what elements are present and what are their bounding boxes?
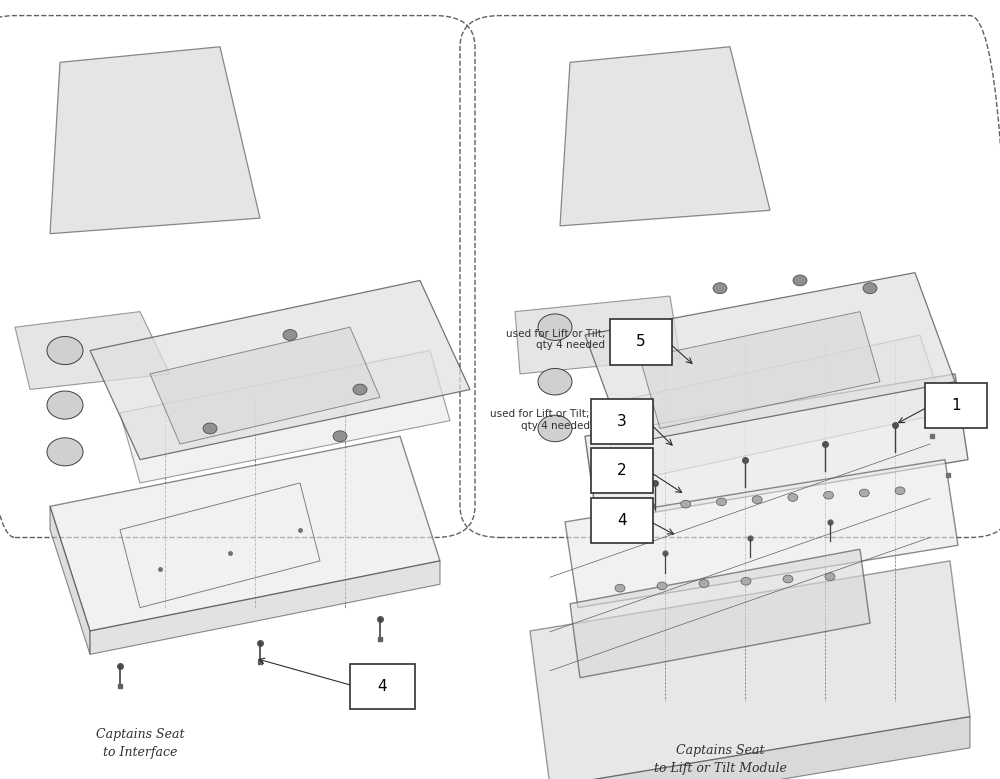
Circle shape xyxy=(825,573,835,580)
Polygon shape xyxy=(600,335,945,483)
Circle shape xyxy=(895,487,905,495)
Circle shape xyxy=(863,283,877,294)
Text: 3: 3 xyxy=(617,414,627,429)
Circle shape xyxy=(752,495,762,503)
Polygon shape xyxy=(585,273,955,444)
Circle shape xyxy=(657,582,667,590)
Polygon shape xyxy=(550,717,970,779)
Circle shape xyxy=(353,384,367,395)
Circle shape xyxy=(741,577,751,585)
Text: used for Lift or Tilt;
qty 4 needed: used for Lift or Tilt; qty 4 needed xyxy=(490,409,590,431)
Polygon shape xyxy=(560,47,770,226)
FancyBboxPatch shape xyxy=(350,664,415,709)
Circle shape xyxy=(47,438,83,466)
Text: 2: 2 xyxy=(617,463,627,478)
Polygon shape xyxy=(50,436,440,631)
FancyBboxPatch shape xyxy=(591,448,653,493)
Circle shape xyxy=(783,575,793,583)
Circle shape xyxy=(47,391,83,419)
Circle shape xyxy=(283,330,297,340)
FancyBboxPatch shape xyxy=(591,498,653,543)
Polygon shape xyxy=(120,351,450,483)
Polygon shape xyxy=(90,561,440,654)
Circle shape xyxy=(333,431,347,442)
Circle shape xyxy=(47,337,83,365)
Polygon shape xyxy=(15,312,170,390)
Text: to Interface: to Interface xyxy=(103,746,177,760)
Polygon shape xyxy=(565,460,958,608)
Text: Captains Seat: Captains Seat xyxy=(676,744,764,757)
Circle shape xyxy=(713,283,727,294)
Circle shape xyxy=(699,580,709,587)
Polygon shape xyxy=(90,280,470,460)
Polygon shape xyxy=(530,561,970,779)
Polygon shape xyxy=(640,312,880,428)
Text: 4: 4 xyxy=(617,513,627,528)
Circle shape xyxy=(788,494,798,502)
Polygon shape xyxy=(150,327,380,444)
Polygon shape xyxy=(50,47,260,234)
FancyBboxPatch shape xyxy=(591,399,653,444)
Polygon shape xyxy=(50,506,90,654)
Polygon shape xyxy=(585,374,968,522)
Polygon shape xyxy=(570,549,870,678)
Circle shape xyxy=(793,275,807,286)
FancyBboxPatch shape xyxy=(610,319,672,365)
Text: 5: 5 xyxy=(636,334,646,350)
Text: 1: 1 xyxy=(951,398,961,414)
Circle shape xyxy=(538,314,572,340)
Text: 4: 4 xyxy=(378,679,387,694)
Circle shape xyxy=(538,415,572,442)
Polygon shape xyxy=(515,296,680,374)
Circle shape xyxy=(645,502,655,510)
Text: used for Lift or Tilt;
qty 4 needed: used for Lift or Tilt; qty 4 needed xyxy=(506,329,605,351)
Circle shape xyxy=(615,584,625,592)
Circle shape xyxy=(716,498,726,506)
Circle shape xyxy=(681,500,691,508)
Circle shape xyxy=(859,489,869,497)
Circle shape xyxy=(538,368,572,395)
Text: Captains Seat: Captains Seat xyxy=(96,728,184,742)
FancyBboxPatch shape xyxy=(925,383,987,428)
Circle shape xyxy=(824,492,834,499)
Text: to Lift or Tilt Module: to Lift or Tilt Module xyxy=(654,762,786,775)
Circle shape xyxy=(203,423,217,434)
